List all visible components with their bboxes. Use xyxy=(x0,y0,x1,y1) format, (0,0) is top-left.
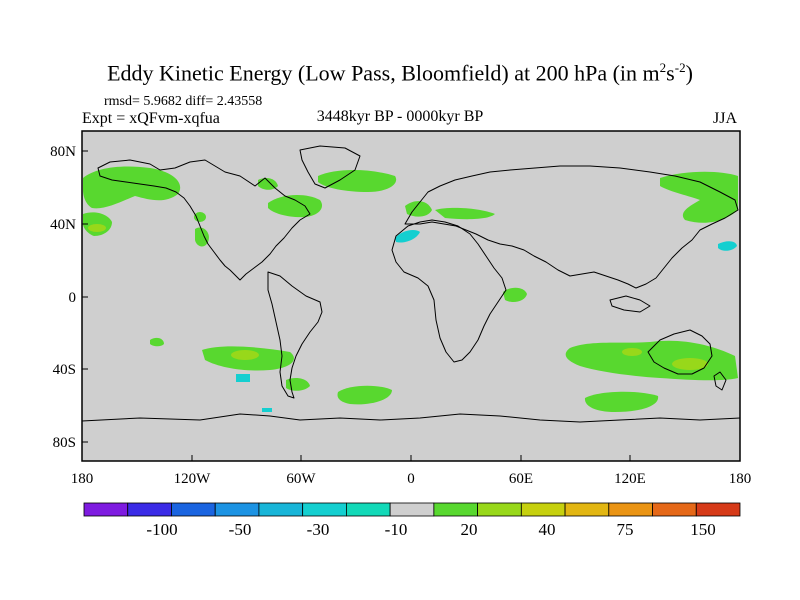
colorbar-swatch xyxy=(520,502,566,517)
colorbar-label-7: 75 xyxy=(617,520,634,539)
colorbar-swatch xyxy=(258,502,304,517)
colorbar-swatch xyxy=(302,502,347,517)
colorbar-label-6: 40 xyxy=(539,520,556,539)
anomaly-40-patch-australia xyxy=(672,358,708,370)
lat-label-40n: 40N xyxy=(50,217,76,233)
coast-indonesia xyxy=(609,295,651,313)
season-label: JJA xyxy=(712,110,737,127)
anomaly-patch-pacific-small xyxy=(194,212,206,222)
colorbar-swatch xyxy=(477,502,522,517)
colorbar-label-1: -100 xyxy=(146,520,177,539)
anomaly-40-patch-south-pacific xyxy=(231,350,259,360)
anomaly-patch-greenland xyxy=(318,170,397,192)
anomaly-patch-south-atlantic xyxy=(337,385,392,405)
coast-north-america xyxy=(97,159,311,281)
anomaly-patch-north-pacific xyxy=(83,166,181,209)
anomaly-patch-south-pacific-small xyxy=(150,337,164,347)
coast-eurasia xyxy=(404,165,739,289)
anomaly-patch-west-us xyxy=(195,227,209,247)
coast-australia xyxy=(647,329,713,375)
anomaly-patch-africa-east xyxy=(503,287,527,302)
coast-south-america xyxy=(267,271,323,399)
period-label: 3448kyr BP - 0000kyr BP xyxy=(316,108,484,125)
anomaly-patch-hudson xyxy=(258,178,278,190)
colorbar-swatch xyxy=(389,502,435,517)
anomaly-patch-central-asia xyxy=(435,207,495,220)
lon-label-180e: 180 xyxy=(729,471,752,487)
lat-label-80s: 80S xyxy=(53,435,76,451)
lat-label-80n: 80N xyxy=(50,144,76,160)
lon-label-60e: 60E xyxy=(509,471,533,487)
lat-label-40s: 40S xyxy=(53,362,76,378)
coastlines xyxy=(81,145,741,423)
lat-label-0: 0 xyxy=(69,290,77,306)
anomaly-40-regions xyxy=(88,224,708,370)
anomaly-40-patch-indian xyxy=(622,348,642,356)
colorbar-labels: -100 -50 -30 -10 20 40 75 150 xyxy=(146,520,715,539)
anomaly-neg-patch-gibraltar xyxy=(395,230,420,243)
anomaly-patch-southern-ocean xyxy=(584,391,659,412)
colorbar-swatch xyxy=(83,502,129,517)
colorbar-swatch xyxy=(608,502,653,517)
coast-new-zealand xyxy=(713,371,727,391)
colorbar-label-5: 20 xyxy=(461,520,478,539)
colorbar-swatch xyxy=(345,502,391,517)
lon-label-180w: 180 xyxy=(71,471,94,487)
coast-antarctica xyxy=(81,413,741,423)
coast-greenland xyxy=(299,145,361,189)
anomaly-neg-patch-south-pacific xyxy=(236,374,250,382)
colorbar-swatch xyxy=(433,502,478,517)
coast-africa xyxy=(391,219,507,363)
colorbar-swatch xyxy=(652,502,697,517)
longitude-axis: 180 120W 60W 0 60E 120E 180 xyxy=(71,455,752,487)
plot-title: Eddy Kinetic Energy (Low Pass, Bloomfiel… xyxy=(107,60,693,86)
colorbar xyxy=(83,502,741,517)
negative-anomaly-regions xyxy=(236,230,737,412)
colorbar-swatch xyxy=(127,502,172,517)
lon-label-60w: 60W xyxy=(286,471,316,487)
anomaly-neg-patch-drake xyxy=(262,408,272,412)
colorbar-swatch xyxy=(214,502,260,517)
lon-label-0: 0 xyxy=(407,471,415,487)
anomaly-patch-east-asia xyxy=(660,171,738,223)
lon-label-120e: 120E xyxy=(614,471,646,487)
colorbar-label-2: -50 xyxy=(229,520,252,539)
experiment-label: Expt = xQFvm-xqfua xyxy=(82,110,220,127)
stats-text: rmsd= 5.9682 diff= 2.43558 xyxy=(104,94,263,109)
anomaly-neg-patch-north-pacific xyxy=(718,241,737,251)
colorbar-label-3: -30 xyxy=(307,520,330,539)
latitude-axis: 80N 40N 0 40S 80S xyxy=(50,144,88,451)
anomaly-40-patch-pacific xyxy=(88,224,106,232)
lon-label-120w: 120W xyxy=(174,471,212,487)
anomaly-patch-southern-indian-australia xyxy=(565,340,738,381)
anomaly-patch-patagonia xyxy=(286,378,310,391)
colorbar-label-4: -10 xyxy=(385,520,408,539)
map-background xyxy=(82,131,740,461)
colorbar-swatch xyxy=(564,502,610,517)
colorbar-swatch xyxy=(171,502,216,517)
colorbar-label-8: 150 xyxy=(690,520,716,539)
colorbar-swatch xyxy=(695,502,741,517)
map-panel xyxy=(81,130,741,462)
